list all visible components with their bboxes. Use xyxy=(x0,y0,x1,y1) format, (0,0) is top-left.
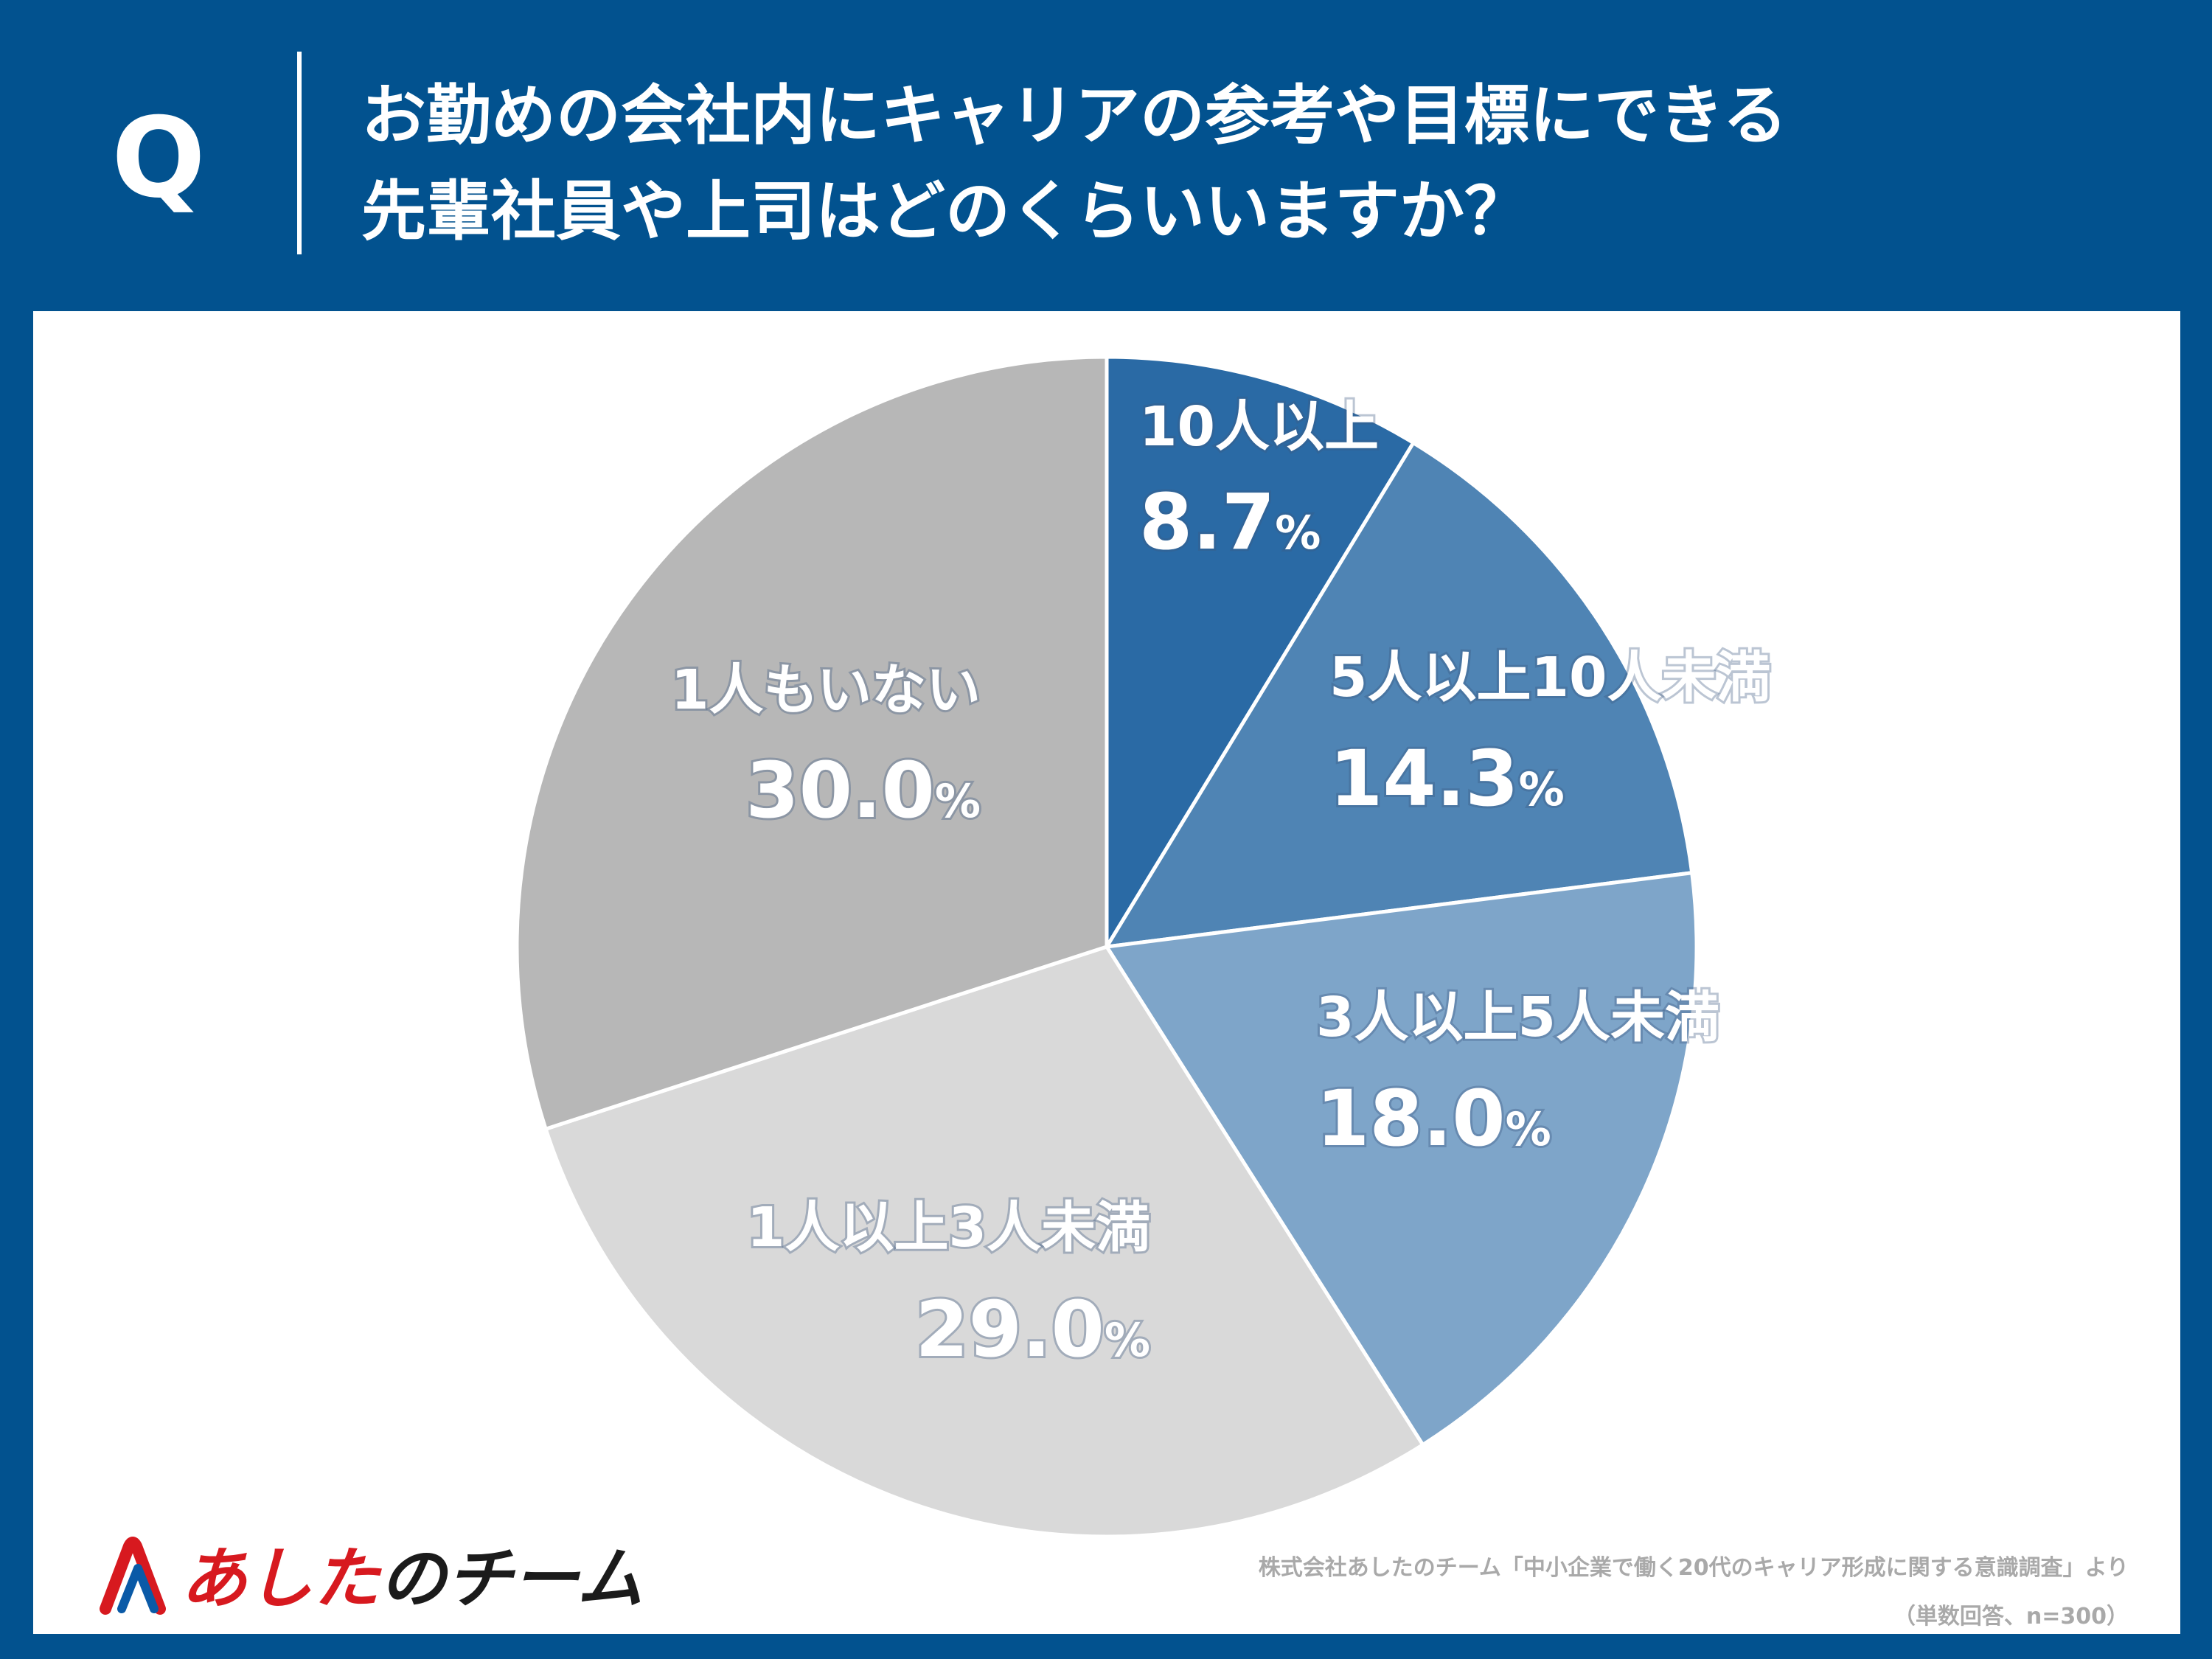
question-line-1: お勤めの会社内にキャリアの参考や目標にできる xyxy=(361,77,1788,153)
header-divider xyxy=(297,52,302,254)
pie-slice-4 xyxy=(543,945,1426,1539)
source-line-2: （単数回答、n=300） xyxy=(1893,1604,2129,1630)
slice-value-1: 8.7% xyxy=(1139,477,1321,567)
slice-label-1: 10人以上 xyxy=(1139,395,1379,459)
question-title: お勤めの会社内にキャリアの参考や目標にできる 先輩社員や上司はどのくらいいますか… xyxy=(361,68,2175,260)
pie-slice-5 xyxy=(515,355,1109,1132)
logo-text: あしたのチーム xyxy=(181,1539,643,1620)
source-line-1: 株式会社あしたのチーム「中小企業で働く20代のキャリア形成に関する意識調査」より xyxy=(1258,1555,2129,1581)
logo-text-part2: のチーム xyxy=(380,1540,644,1618)
slice-value-5: 30.0% xyxy=(745,745,981,835)
pie-slice-2 xyxy=(1103,440,1694,950)
slice-value-2: 14.3% xyxy=(1329,734,1565,824)
header: Q お勤めの会社内にキャリアの参考や目標にできる 先輩社員や上司はどのくらいいま… xyxy=(0,0,2212,310)
question-line-2: 先輩社員や上司はどのくらいいますか？ xyxy=(361,173,1530,249)
slice-label-5: 1人もいない xyxy=(671,658,981,722)
slice-label-2: 5人以上10人未満 xyxy=(1329,646,1770,709)
slice-value-3: 18.0% xyxy=(1316,1074,1551,1164)
slice-label-3: 3人以上5人未満 xyxy=(1316,986,1719,1049)
chart-panel: 10人以上 8.7% 5人以上10人未満 14.3% 3人以上5人未満 18.0% 1人以上… xyxy=(33,311,2180,1634)
q-mark: Q xyxy=(111,94,206,223)
pie-chart: 10人以上 8.7% 5人以上10人未満 14.3% 3人以上5人未満 18.0% 1人以上… xyxy=(515,355,1773,1539)
pie-slice-3 xyxy=(1103,870,1699,1447)
logo-a-mark-icon xyxy=(100,1537,166,1615)
logo-text-part1: あした xyxy=(181,1540,380,1618)
slice-label-4: 1人以上3人未満 xyxy=(747,1196,1150,1259)
company-logo: あしたのチーム xyxy=(92,1531,643,1620)
slice-value-4: 29.0% xyxy=(915,1284,1150,1374)
source-note: 株式会社あしたのチーム「中小企業で働く20代のキャリア形成に関する意識調査」より… xyxy=(1259,1544,2129,1641)
pie-slice-1 xyxy=(1105,355,1416,953)
